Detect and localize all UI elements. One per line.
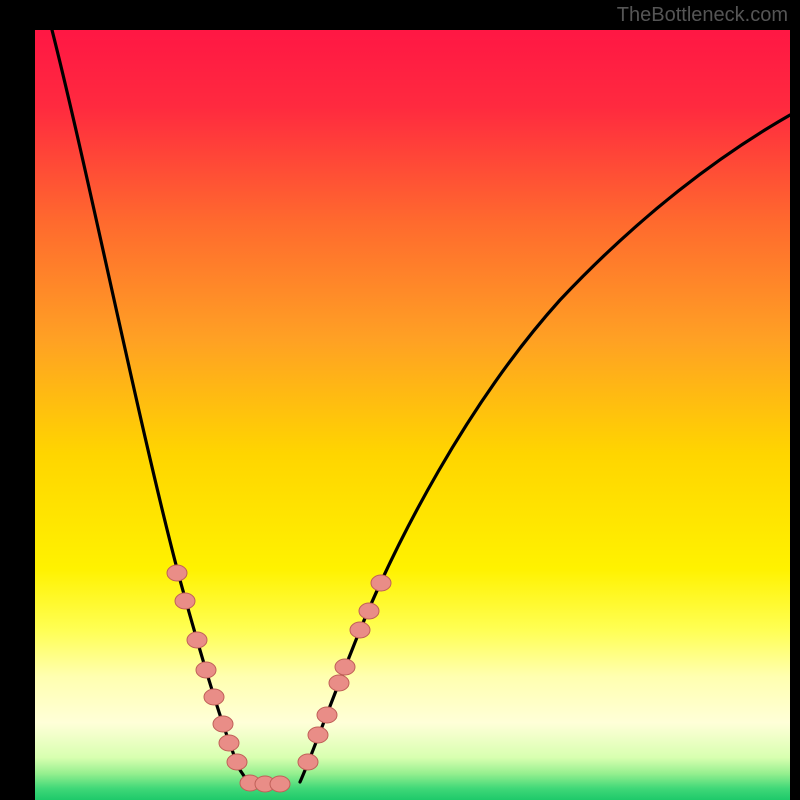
plot-area (35, 30, 790, 800)
watermark-text: TheBottleneck.com (617, 4, 788, 27)
data-point (204, 689, 224, 705)
data-point (350, 622, 370, 638)
curve-right (300, 115, 790, 782)
curve-left (52, 30, 248, 782)
data-point (196, 662, 216, 678)
data-point (213, 716, 233, 732)
data-point (329, 675, 349, 691)
data-point (167, 565, 187, 581)
data-point (317, 707, 337, 723)
data-point (227, 754, 247, 770)
curves-layer (35, 30, 790, 800)
data-point (219, 735, 239, 751)
data-point (335, 659, 355, 675)
data-point (371, 575, 391, 591)
data-point (270, 776, 290, 792)
data-point (187, 632, 207, 648)
data-point (359, 603, 379, 619)
data-point (175, 593, 195, 609)
data-point (298, 754, 318, 770)
data-point (308, 727, 328, 743)
